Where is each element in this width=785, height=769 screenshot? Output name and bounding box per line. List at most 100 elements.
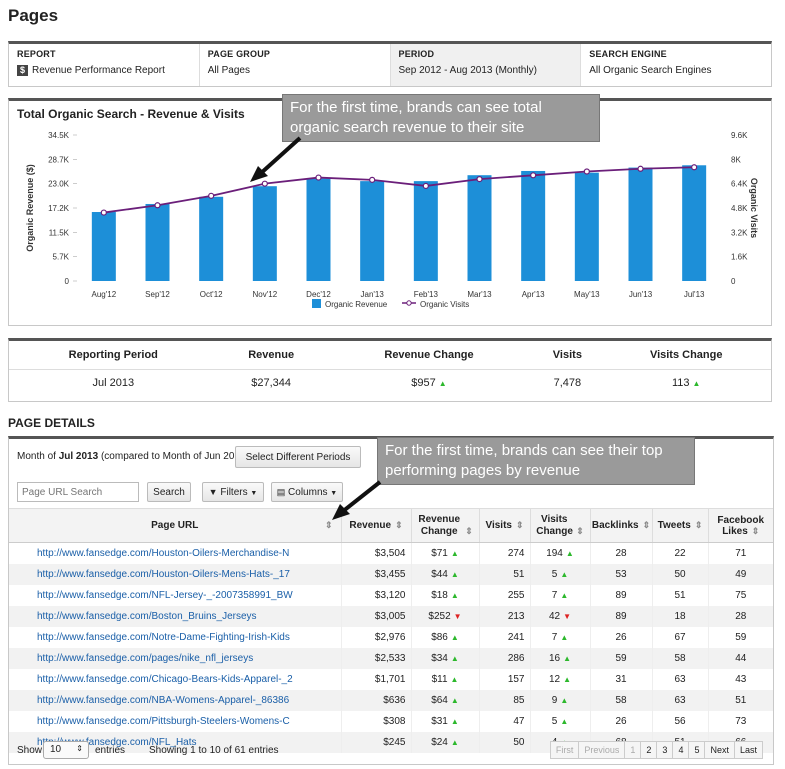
up-arrow-icon: ▲	[450, 569, 459, 579]
page-url-link[interactable]: http://www.fansedge.com/NFL_Hats	[9, 731, 342, 753]
column-header-revenue-change[interactable]: Revenue Change ⇕	[411, 508, 480, 543]
entries-select[interactable]: 10 ⇕	[43, 741, 89, 759]
page-details-panel: Month of Jul 2013 (compared to Month of …	[8, 436, 774, 765]
visits-point	[583, 168, 590, 175]
filter-search-engine[interactable]: SEARCH ENGINE All Organic Search Engines	[581, 44, 771, 86]
cell-backlinks: 28	[590, 542, 653, 564]
up-arrow-icon: ▲	[563, 674, 572, 684]
cell-tweets: 56	[652, 710, 709, 732]
visits-point	[691, 164, 698, 171]
revenue-bar	[306, 178, 331, 281]
visits-point	[637, 165, 644, 172]
cell-revenue-change: $44 ▲	[411, 563, 480, 585]
pager-page-5[interactable]: 5	[689, 742, 706, 758]
y-tick-label: 28.7K	[48, 155, 70, 164]
columns-button[interactable]: ▤ Columns ▼	[271, 482, 343, 502]
cell-backlinks: 89	[590, 605, 653, 627]
page-url-link[interactable]: http://www.fansedge.com/Pittsburgh-Steel…	[9, 710, 342, 732]
cell-visits: 241	[479, 626, 531, 648]
page-url-link[interactable]: http://www.fansedge.com/Chicago-Bears-Ki…	[9, 668, 342, 690]
callout-arrow-icon	[250, 136, 302, 182]
filters-button[interactable]: ▼ Filters ▼	[202, 482, 264, 502]
filter-value: All Organic Search Engines	[589, 65, 712, 76]
legend-revenue-swatch	[312, 299, 321, 308]
cell-revenue: $2,976	[341, 626, 412, 648]
select-periods-button[interactable]: Select Different Periods	[235, 446, 361, 468]
filter-report[interactable]: REPORT $ Revenue Performance Report	[9, 44, 200, 86]
filter-page-group[interactable]: PAGE GROUP All Pages	[200, 44, 391, 86]
summary-visits-change: 113 ▲	[601, 368, 771, 397]
month-comparison: Month of Jul 2013 (compared to Month of …	[17, 451, 249, 462]
cell-visits-change: 5 ▲	[530, 710, 591, 732]
column-header-page-url[interactable]: Page URL ⇕	[9, 508, 342, 543]
revenue-bar	[91, 212, 116, 281]
x-tick-label: Sep'12	[145, 290, 170, 299]
column-header-revenue[interactable]: Revenue ⇕	[341, 508, 412, 543]
revenue-bar	[413, 181, 438, 281]
cell-backlinks: 31	[590, 668, 653, 690]
sort-icon: ⇕	[465, 525, 473, 536]
visits-line	[103, 166, 695, 214]
cell-tweets: 63	[652, 668, 709, 690]
legend-visits-marker	[406, 300, 412, 306]
pager-page-1[interactable]: 1	[625, 742, 642, 758]
cell-backlinks: 26	[590, 710, 653, 732]
sort-icon: ⇕	[751, 525, 760, 536]
cell-tweets: 51	[652, 584, 709, 606]
y2-tick-label: 1.6K	[731, 253, 748, 262]
cell-facebook-likes: 73	[735, 715, 747, 727]
x-tick-label: Feb'13	[414, 290, 439, 299]
summary-header: Visits Change	[649, 348, 723, 361]
page-url-link[interactable]: http://www.fansedge.com/Boston_Bruins_Je…	[9, 605, 342, 627]
up-arrow-icon: ▲	[450, 716, 459, 726]
x-tick-label: Mar'13	[467, 290, 492, 299]
revenue-bar	[467, 175, 492, 281]
cell-revenue: $2,533	[341, 647, 412, 669]
cell-visits-change: 7 ▲	[530, 626, 591, 648]
pager-previous[interactable]: Previous	[579, 742, 626, 758]
table-row: http://www.fansedge.com/NBA-Womens-Appar…	[9, 689, 773, 711]
cell-revenue: $3,504	[341, 542, 412, 564]
page-url-link[interactable]: http://www.fansedge.com/pages/nike_nfl_j…	[9, 647, 342, 669]
pager-first[interactable]: First	[550, 742, 580, 758]
cell-tweets: 63	[652, 689, 709, 711]
page-url-link[interactable]: http://www.fansedge.com/NFL-Jersey-_-200…	[9, 584, 342, 606]
y2-tick-label: 3.2K	[731, 228, 748, 237]
page-url-link[interactable]: http://www.fansedge.com/Houston-Oilers-M…	[9, 563, 342, 585]
visits-point	[154, 202, 161, 209]
cell-backlinks: 59	[590, 647, 653, 669]
cell-revenue: $3,120	[341, 584, 412, 606]
up-arrow-icon: ▲	[692, 379, 701, 389]
column-header-facebook-likes[interactable]: Facebook Likes ⇕	[708, 508, 773, 543]
pager-last[interactable]: Last	[734, 742, 762, 758]
column-header-visits[interactable]: Visits ⇕	[479, 508, 531, 543]
revenue-bar	[145, 203, 170, 281]
y-tick-label: 11.5K	[49, 228, 70, 237]
pager-page-4[interactable]: 4	[673, 742, 690, 758]
cell-visits-change: 16 ▲	[530, 647, 591, 669]
cell-revenue-change: $71 ▲	[411, 542, 480, 564]
column-header-visits-change[interactable]: Visits Change ⇕	[530, 508, 591, 543]
cell-revenue-change: $252 ▼	[411, 605, 480, 627]
column-header-backlinks[interactable]: Backlinks ⇕	[590, 508, 653, 543]
page-url-link[interactable]: http://www.fansedge.com/Houston-Oilers-M…	[9, 542, 342, 564]
revenue-visits-chart-panel: 0 5.7K 11.5K 17.2K 23.0K 28.7K 34.5K 0 1.6K 3.2K 4…	[8, 98, 772, 326]
pager-page-3[interactable]: 3	[657, 742, 674, 758]
select-arrows-icon: ⇕	[76, 744, 83, 753]
pagination: First Previous 1 2 3 4 5 Next Last	[549, 741, 763, 759]
search-button[interactable]: Search	[147, 482, 191, 502]
y2-axis-label: Organic Visits	[749, 178, 759, 238]
pager-page-2[interactable]: 2	[641, 742, 658, 758]
cell-facebook-likes: 44	[708, 647, 773, 669]
table-row: http://www.fansedge.com/Houston-Oilers-M…	[9, 563, 773, 585]
cell-backlinks: 53	[590, 563, 653, 585]
page-url-link[interactable]: http://www.fansedge.com/NBA-Womens-Appar…	[9, 689, 342, 711]
page-url-search-input[interactable]	[17, 482, 139, 502]
filter-period[interactable]: PERIOD Sep 2012 - Aug 2013 (Monthly)	[390, 44, 582, 86]
cell-facebook-likes: 59	[735, 631, 747, 643]
column-header-tweets[interactable]: Tweets ⇕	[652, 508, 709, 543]
chart-title: Total Organic Search - Revenue & Visits	[17, 107, 245, 121]
up-arrow-icon: ▲	[565, 548, 574, 558]
page-url-link[interactable]: http://www.fansedge.com/Notre-Dame-Fight…	[9, 626, 342, 648]
pager-next[interactable]: Next	[705, 742, 735, 758]
